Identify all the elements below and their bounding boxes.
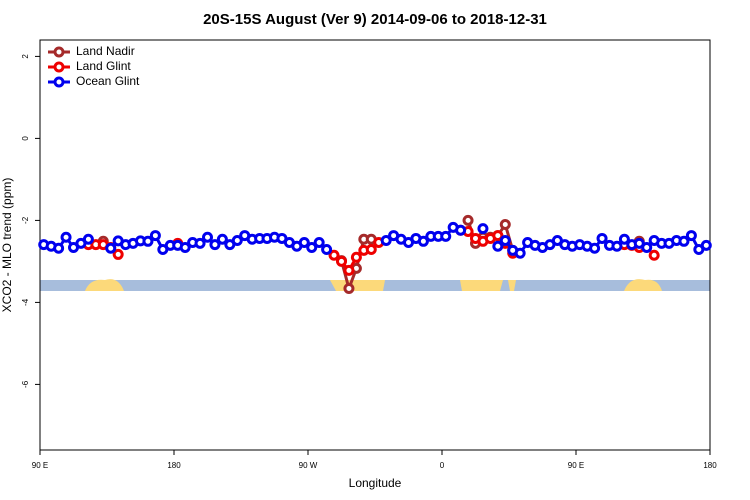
legend-label: Land Nadir [76,44,135,58]
data-point [343,282,355,294]
data-point [209,239,221,251]
data-point [678,235,690,247]
data-point [477,223,489,235]
chart-title: 20S-15S August (Ver 9) 2014-09-06 to 201… [203,11,547,28]
data-point [53,242,65,254]
data-point [82,233,94,245]
data-point [149,230,161,242]
y-tick-label: 2 [21,54,30,59]
data-point [194,237,206,249]
data-point [298,237,310,249]
data-point [700,239,712,251]
x-tick-label: 0 [440,461,445,470]
x-tick-label: 90 E [32,461,48,470]
y-tick-label: -2 [21,216,30,224]
data-point [499,234,511,246]
data-point [321,244,333,256]
data-point [306,241,318,253]
land-patch [330,280,385,291]
data-point [112,248,124,260]
legend-marker [53,61,65,73]
y-tick-label: -4 [21,298,30,306]
data-point [343,264,355,276]
data-point [380,234,392,246]
data-point [417,235,429,247]
data-point [648,249,660,261]
data-point [60,231,72,243]
data-point [202,231,213,243]
data-point [455,224,467,236]
land-patch [460,280,503,291]
y-axis-label: XCO2 - MLO trend (ppm) [0,178,14,313]
land-patch [624,279,662,291]
data-point [105,242,117,254]
data-point [313,237,325,249]
data-point [142,235,154,247]
surface-strip [40,279,710,291]
data-point [611,240,623,252]
data-point [492,240,504,252]
data-point [350,251,362,263]
data-point [328,249,340,261]
data-point [596,232,608,244]
x-tick-label: 180 [167,461,181,470]
land-patch [85,279,124,291]
data-point [179,241,191,253]
legend-marker [53,76,65,88]
series-line [342,220,640,288]
data-point [216,233,228,245]
x-axis-label: Longitude [349,476,402,490]
data-point [641,241,653,253]
legend-label: Land Glint [76,59,131,73]
data-point [685,230,697,242]
data-point [462,214,474,226]
y-tick-label: 0 [21,136,30,141]
data-point [231,234,243,246]
data-point [499,219,511,230]
legend-marker [53,46,65,58]
series [38,221,712,259]
x-tick-label: 90 W [299,461,318,470]
data-point [618,233,630,245]
data-point [492,230,504,242]
data-point [336,255,347,267]
data-point [514,247,526,259]
legend-label: Ocean Glint [76,74,140,88]
land-patch [508,280,516,291]
x-tick-label: 180 [703,461,717,470]
x-tick-label: 90 E [568,461,584,470]
data-point [365,244,377,256]
data-point [440,230,452,242]
y-tick-label: -6 [21,380,30,388]
data-point [589,242,601,254]
